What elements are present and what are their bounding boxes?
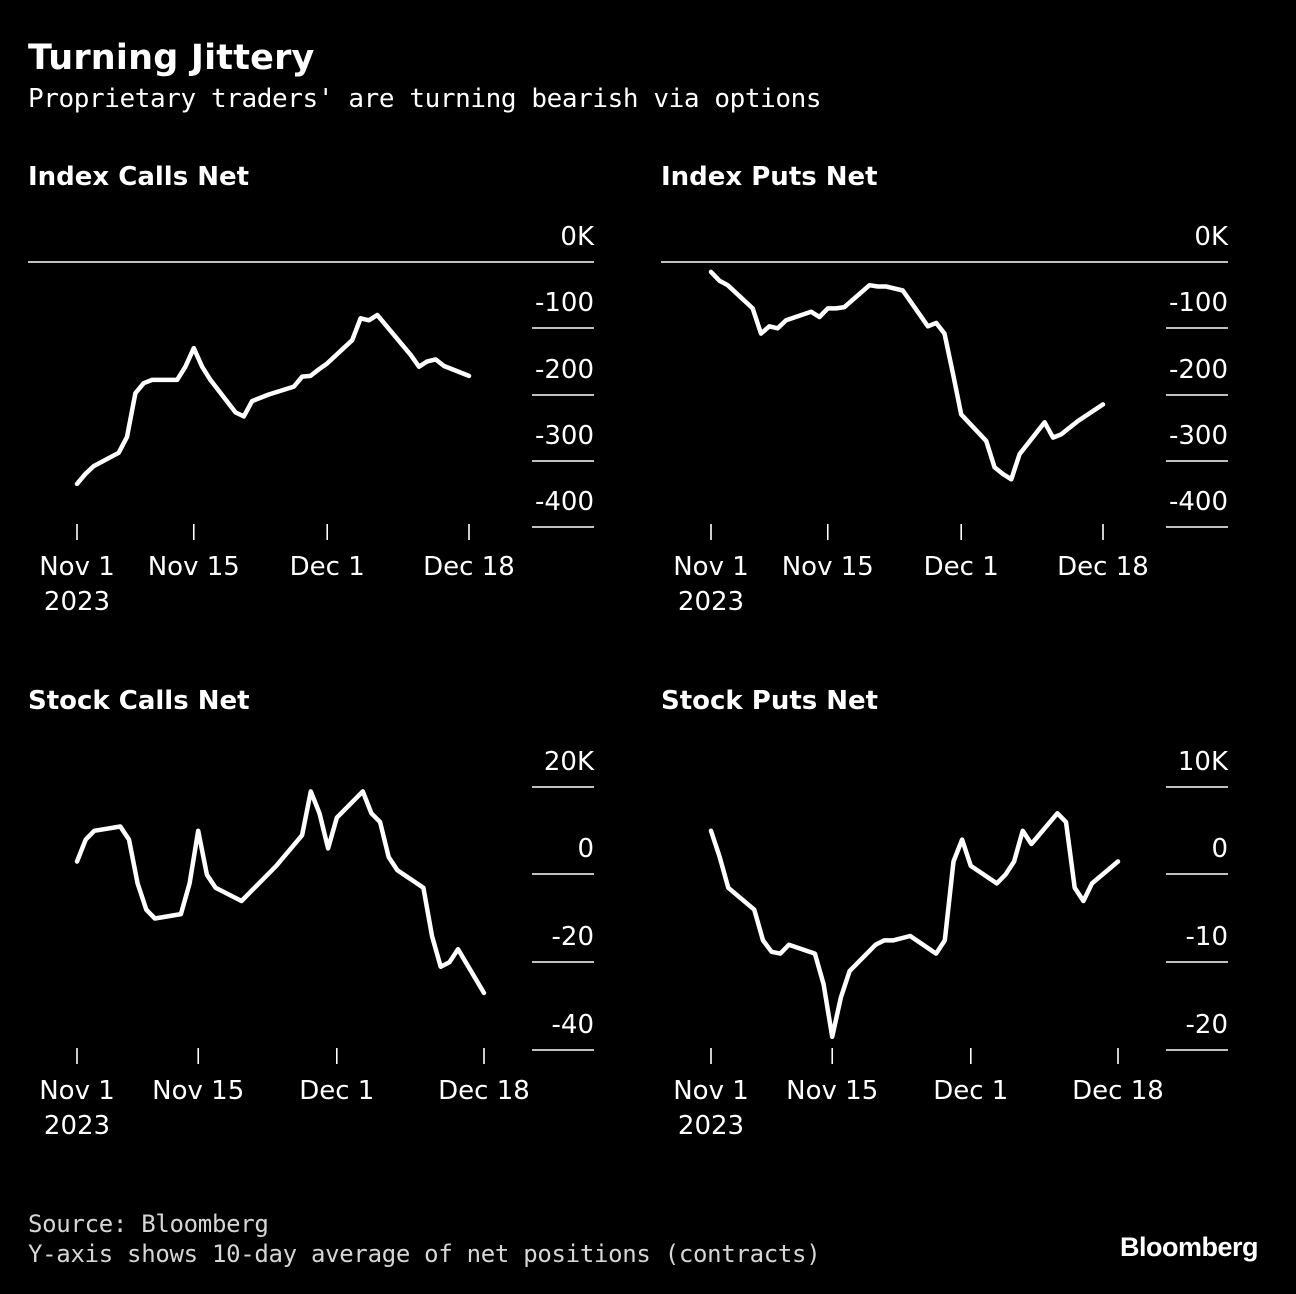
y-tick-label: -40: [552, 1010, 594, 1040]
y-tick-label: -400: [535, 487, 594, 517]
panel-title-index-calls: Index Calls Net: [28, 162, 250, 192]
series-line: [708, 811, 1121, 1040]
y-tick-label: -20: [552, 922, 594, 952]
x-tick-year-label: 2023: [44, 1111, 110, 1141]
chart-title: Turning Jittery: [28, 38, 315, 78]
x-tick-label: Dec 1: [933, 1076, 1008, 1106]
x-tick-year-label: 2023: [678, 1111, 744, 1141]
y-tick-label: -300: [1169, 421, 1228, 451]
panel-title-stock-puts: Stock Puts Net: [661, 686, 879, 716]
series-line: [74, 312, 472, 487]
y-tick-label: 10K: [1178, 747, 1229, 777]
x-tick-label: Dec 18: [1057, 552, 1149, 582]
y-tick-label: -100: [1169, 288, 1228, 318]
x-tick-label: Nov 15: [148, 552, 240, 582]
x-tick-label: Dec 18: [423, 552, 515, 582]
x-tick-year-label: 2023: [44, 587, 110, 617]
x-tick-label: Nov 15: [786, 1076, 878, 1106]
y-tick-label: -300: [535, 421, 594, 451]
y-tick-label: -200: [535, 355, 594, 385]
chart-subtitle: Proprietary traders' are turning bearish…: [28, 84, 822, 114]
x-tick-label: Dec 1: [299, 1076, 374, 1106]
x-tick-year-label: 2023: [678, 587, 744, 617]
y-tick-label: -200: [1169, 355, 1228, 385]
y-tick-label: -20: [1186, 1010, 1228, 1040]
y-tick-label: -100: [535, 288, 594, 318]
series-line: [74, 789, 487, 996]
x-tick-label: Nov 1: [673, 1076, 749, 1106]
y-tick-label: 0: [1211, 834, 1228, 864]
series-line: [708, 269, 1106, 482]
y-tick-label: 0K: [1194, 222, 1229, 252]
y-tick-label: 0K: [560, 222, 595, 252]
x-tick-label: Nov 1: [39, 1076, 115, 1106]
y-tick-label: -10: [1186, 922, 1228, 952]
axis-note: Y-axis shows 10-day average of net posit…: [28, 1240, 821, 1268]
x-tick-label: Nov 15: [152, 1076, 244, 1106]
y-tick-label: 20K: [544, 747, 595, 777]
x-tick-label: Dec 1: [290, 552, 365, 582]
x-tick-label: Dec 18: [438, 1076, 530, 1106]
x-tick-label: Nov 15: [782, 552, 874, 582]
x-tick-label: Dec 1: [924, 552, 999, 582]
y-tick-label: 0: [577, 834, 594, 864]
panel-title-stock-calls: Stock Calls Net: [28, 686, 250, 716]
y-tick-label: -400: [1169, 487, 1228, 517]
source-note: Source: Bloomberg: [28, 1210, 269, 1238]
x-tick-label: Nov 1: [673, 552, 749, 582]
bloomberg-logo: Bloomberg: [1119, 1232, 1259, 1262]
panel-title-index-puts: Index Puts Net: [661, 162, 878, 192]
x-tick-label: Nov 1: [39, 552, 115, 582]
x-tick-label: Dec 18: [1072, 1076, 1164, 1106]
